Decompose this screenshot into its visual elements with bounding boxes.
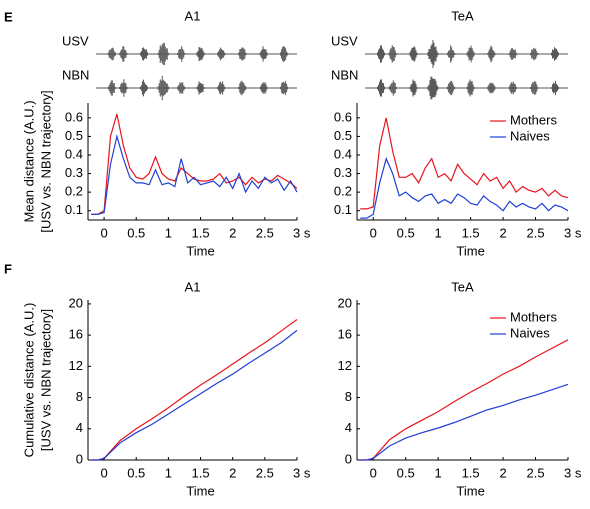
series-line	[91, 319, 298, 461]
track-label: USV	[62, 33, 89, 48]
x-tick-label: 3 s	[564, 465, 582, 480]
y-tick-label: 4	[76, 420, 83, 435]
chart-title: A1	[185, 8, 201, 23]
y-tick-label: 0.2	[334, 184, 352, 199]
y-tick-label: 12	[69, 358, 83, 373]
x-tick-label: 0.5	[397, 225, 415, 240]
series-line	[360, 339, 569, 461]
x-tick-label: 2.5	[526, 225, 544, 240]
x-tick-label: 1.5	[462, 465, 480, 480]
x-tick-label: 3 s	[564, 225, 582, 240]
x-axis-label: Time	[456, 243, 484, 258]
y-tick-label: 20	[69, 295, 83, 310]
x-tick-label: 1	[165, 465, 172, 480]
x-tick-label: 0.5	[397, 465, 415, 480]
x-tick-label: 1.5	[191, 225, 209, 240]
panel-label: F	[4, 261, 12, 276]
x-axis-label: Time	[456, 483, 484, 498]
y-tick-label: 0.4	[65, 146, 83, 161]
x-tick-label: 0	[370, 225, 377, 240]
y-tick-label: 0	[345, 451, 352, 466]
y-tick-label: 20	[338, 295, 352, 310]
y-axis-label: Cumulative distance (A.U.)	[21, 303, 36, 458]
x-tick-label: 0.5	[127, 225, 145, 240]
series-line	[360, 383, 569, 461]
y-axis-label: [USV vs. NBN trajectory]	[38, 309, 53, 451]
x-tick-label: 1	[435, 225, 442, 240]
y-axis-label: Mean distance (A.U.)	[21, 100, 36, 222]
chart-title: TeA	[451, 279, 474, 294]
x-tick-label: 2.5	[526, 465, 544, 480]
series-line	[360, 117, 569, 210]
y-tick-label: 0.3	[65, 165, 83, 180]
x-tick-label: 0	[100, 465, 107, 480]
x-tick-label: 1	[435, 465, 442, 480]
y-tick-label: 16	[338, 327, 352, 342]
y-tick-label: 0.4	[334, 146, 352, 161]
y-tick-label: 12	[338, 358, 352, 373]
series-line	[91, 329, 298, 461]
y-tick-label: 0.6	[65, 109, 83, 124]
legend-label: Mothers	[510, 112, 557, 127]
x-tick-label: 2.5	[256, 465, 274, 480]
y-tick-label: 0	[76, 451, 83, 466]
y-axis-label: [USV vs. NBN trajectory]	[38, 90, 53, 232]
chart-title: A1	[185, 279, 201, 294]
x-tick-label: 2	[229, 465, 236, 480]
legend-label: Naives	[510, 325, 550, 340]
x-tick-label: 1.5	[191, 465, 209, 480]
x-tick-label: 1	[165, 225, 172, 240]
x-tick-label: 2.5	[256, 225, 274, 240]
series-line	[91, 134, 298, 215]
x-tick-label: 3 s	[293, 465, 311, 480]
y-tick-label: 16	[69, 327, 83, 342]
y-tick-label: 4	[345, 420, 352, 435]
chart-title: TeA	[451, 8, 474, 23]
track-label: NBN	[331, 67, 358, 82]
y-tick-label: 0.5	[65, 128, 83, 143]
y-tick-label: 8	[76, 389, 83, 404]
x-tick-label: 2	[499, 225, 506, 240]
x-tick-label: 3 s	[293, 225, 311, 240]
x-tick-label: 1.5	[462, 225, 480, 240]
y-tick-label: 0.5	[334, 128, 352, 143]
track-label: NBN	[62, 67, 89, 82]
x-axis-label: Time	[186, 243, 214, 258]
x-tick-label: 0	[370, 465, 377, 480]
panel-label: E	[4, 9, 13, 24]
legend-label: Naives	[510, 128, 550, 143]
x-tick-label: 0.5	[127, 465, 145, 480]
x-axis-label: Time	[186, 483, 214, 498]
y-tick-label: 0.3	[334, 165, 352, 180]
y-tick-label: 0.1	[334, 202, 352, 217]
series-line	[91, 113, 298, 215]
x-tick-label: 2	[499, 465, 506, 480]
y-tick-label: 0.2	[65, 184, 83, 199]
x-tick-label: 2	[229, 225, 236, 240]
series-line	[360, 156, 569, 219]
x-tick-label: 0	[100, 225, 107, 240]
y-tick-label: 0.6	[334, 109, 352, 124]
track-label: USV	[331, 33, 358, 48]
legend-label: Mothers	[510, 309, 557, 324]
y-tick-label: 0.1	[65, 202, 83, 217]
y-tick-label: 8	[345, 389, 352, 404]
